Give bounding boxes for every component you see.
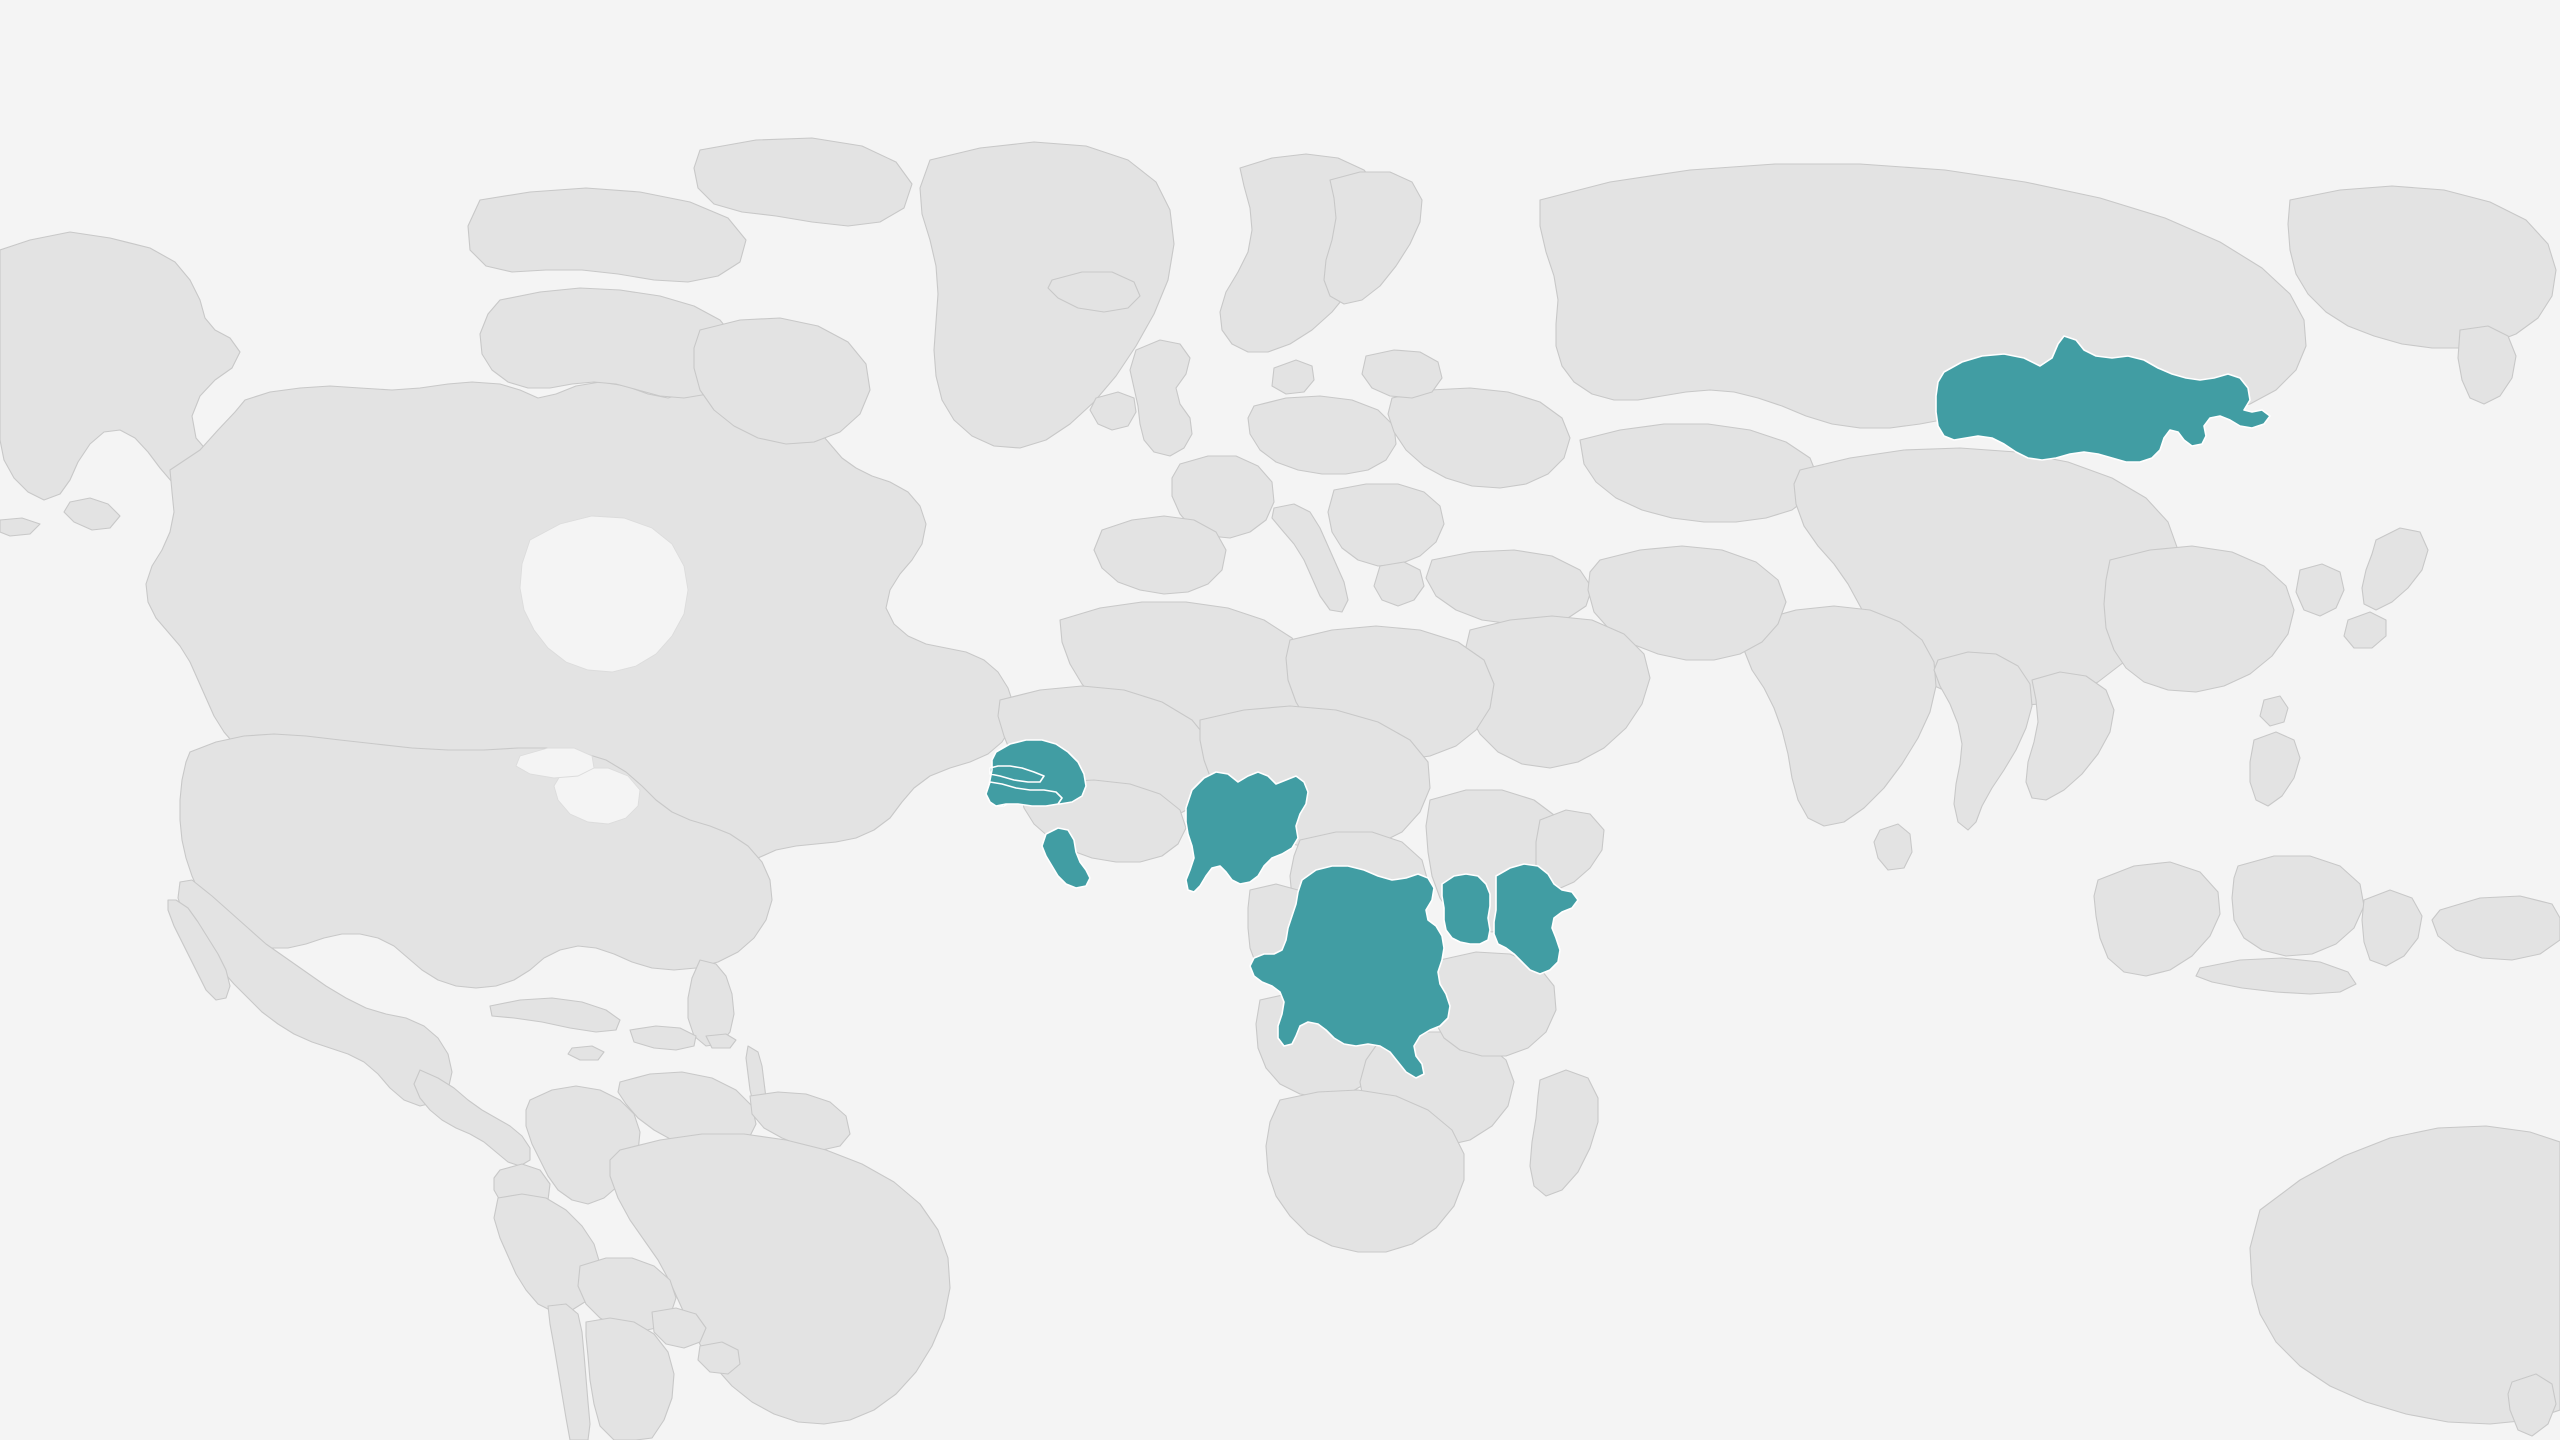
baja-california: [168, 900, 230, 1000]
country-greece: [1374, 562, 1424, 606]
country-philippines: [2250, 732, 2300, 806]
japan-southern-islands: [2344, 612, 2386, 648]
region-oceania: [2094, 856, 2560, 1436]
canadian-arctic-islands: [480, 288, 740, 398]
country-madagascar: [1530, 1070, 1598, 1196]
island-hispaniola: [630, 1026, 696, 1050]
country-new-zealand: [2508, 1374, 2556, 1436]
country-papua-new-guinea: [2432, 896, 2560, 960]
country-pakistan-afghanistan-iran: [1588, 546, 1786, 660]
highlighted-country-nigeria[interactable]: [1186, 772, 1308, 892]
country-chile: [548, 1304, 590, 1440]
country-balkans: [1328, 484, 1444, 566]
island-puerto-rico: [706, 1034, 736, 1048]
region-asia: [1462, 164, 2556, 870]
country-finland: [1324, 172, 1422, 304]
country-indonesia-sumatra: [2094, 862, 2220, 976]
country-greenland: [920, 142, 1174, 448]
country-korea: [2296, 564, 2344, 616]
country-ireland: [1090, 392, 1136, 430]
country-india: [1744, 606, 1936, 826]
country-paraguay: [652, 1308, 706, 1348]
country-japan: [2362, 528, 2428, 610]
island-jamaica: [568, 1046, 604, 1060]
highlighted-countries-layer: [986, 336, 2270, 1078]
country-iceland: [1048, 272, 1140, 312]
country-italy: [1272, 504, 1348, 612]
highlighted-country-uganda[interactable]: [1442, 874, 1490, 944]
country-south-africa-botswana-namibia: [1266, 1090, 1464, 1252]
country-sri-lanka: [1874, 824, 1912, 870]
country-myanmar-thailand: [1934, 652, 2032, 830]
baffin-island: [694, 318, 870, 444]
country-germany-poland: [1248, 396, 1396, 474]
country-kazakhstan: [1580, 424, 1818, 522]
country-ukraine-belarus: [1388, 388, 1570, 488]
highlighted-country-democratic-republic-of-the-congo[interactable]: [1250, 866, 1450, 1078]
country-spain-portugal: [1094, 516, 1226, 594]
country-australia: [2250, 1126, 2560, 1424]
country-indonesia-java: [2196, 958, 2356, 994]
country-denmark: [1272, 360, 1314, 394]
region-south-america: [494, 1072, 950, 1440]
country-china-east: [2104, 546, 2294, 692]
highlighted-country-mongolia[interactable]: [1936, 336, 2270, 462]
country-kamchatka: [2458, 326, 2516, 404]
horn-of-africa: [1536, 810, 1604, 890]
region-north-america: [0, 138, 1174, 1166]
highlighted-country-kenya[interactable]: [1494, 864, 1578, 974]
region-europe: [1048, 154, 1592, 624]
ellesmere-island: [694, 138, 912, 226]
hudson-bay: [520, 516, 688, 672]
country-peru: [494, 1194, 600, 1312]
country-taiwan: [2260, 696, 2288, 726]
arctic-islands-north: [468, 188, 746, 282]
country-argentina: [586, 1318, 674, 1440]
great-lakes: [554, 768, 640, 824]
country-indonesia-sulawesi: [2362, 890, 2422, 966]
alaska-islands: [64, 498, 120, 530]
country-brazil: [610, 1134, 950, 1424]
aleutian-islands: [0, 518, 40, 536]
country-guyana-suriname-guiana: [750, 1092, 850, 1150]
lake-superior: [516, 748, 594, 778]
highlighted-country-liberia[interactable]: [1042, 828, 1090, 888]
country-uruguay: [698, 1342, 740, 1374]
country-united-kingdom: [1130, 340, 1192, 456]
island-cuba: [490, 998, 620, 1032]
country-baltics: [1362, 350, 1442, 398]
country-france: [1172, 456, 1274, 538]
country-vietnam-laos-cambodia: [2026, 672, 2114, 800]
country-indonesia-borneo: [2232, 856, 2364, 956]
highlighted-country-senegal-south[interactable]: [986, 782, 1062, 806]
